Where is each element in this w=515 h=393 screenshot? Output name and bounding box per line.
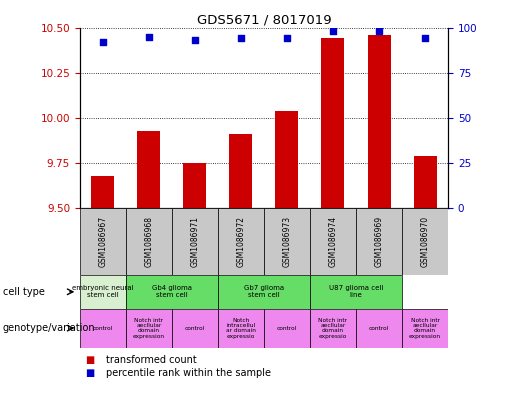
Bar <box>126 275 218 309</box>
Bar <box>80 309 126 348</box>
Bar <box>310 208 356 275</box>
Text: Gb4 glioma
stem cell: Gb4 glioma stem cell <box>152 285 192 298</box>
Text: control: control <box>93 326 113 331</box>
Title: GDS5671 / 8017019: GDS5671 / 8017019 <box>197 13 331 26</box>
Text: ■: ■ <box>85 354 94 365</box>
Text: transformed count: transformed count <box>106 354 196 365</box>
Point <box>329 28 337 34</box>
Point <box>237 35 245 42</box>
Text: percentile rank within the sample: percentile rank within the sample <box>106 368 270 378</box>
Point <box>283 35 291 42</box>
Text: ■: ■ <box>85 368 94 378</box>
Bar <box>264 208 310 275</box>
Bar <box>276 111 299 208</box>
Text: GSM1086967: GSM1086967 <box>98 216 107 267</box>
Text: GSM1086972: GSM1086972 <box>236 216 246 267</box>
Bar <box>218 275 310 309</box>
Bar <box>310 309 356 348</box>
Text: Notch intr
aecllular
domain
expressio: Notch intr aecllular domain expressio <box>318 318 348 339</box>
Bar <box>80 208 126 275</box>
Bar <box>172 208 218 275</box>
Text: control: control <box>277 326 297 331</box>
Bar <box>91 176 114 208</box>
Bar <box>356 208 402 275</box>
Text: GSM1086970: GSM1086970 <box>421 216 430 267</box>
Point <box>191 37 199 43</box>
Bar <box>183 163 207 208</box>
Bar <box>368 35 390 208</box>
Text: Notch
intracellul
ar domain
expressio: Notch intracellul ar domain expressio <box>226 318 256 339</box>
Bar <box>126 309 172 348</box>
Text: genotype/variation: genotype/variation <box>3 323 95 333</box>
Point <box>375 28 383 34</box>
Bar <box>138 130 160 208</box>
Text: GSM1086968: GSM1086968 <box>144 216 153 267</box>
Bar <box>356 309 402 348</box>
Bar <box>402 208 448 275</box>
Bar <box>172 309 218 348</box>
Text: embryonic neural
stem cell: embryonic neural stem cell <box>72 285 134 298</box>
Bar <box>402 309 448 348</box>
Text: cell type: cell type <box>3 287 44 297</box>
Bar <box>229 134 252 208</box>
Text: GSM1086974: GSM1086974 <box>329 216 337 267</box>
Text: Notch intr
aecllular
domain
expression: Notch intr aecllular domain expression <box>133 318 165 339</box>
Text: Gb7 glioma
stem cell: Gb7 glioma stem cell <box>244 285 284 298</box>
Bar <box>218 309 264 348</box>
Bar <box>264 309 310 348</box>
Bar <box>218 208 264 275</box>
Text: Notch intr
aecllular
domain
expression: Notch intr aecllular domain expression <box>409 318 441 339</box>
Bar <box>80 275 126 309</box>
Text: GSM1086973: GSM1086973 <box>282 216 291 267</box>
Bar <box>414 156 437 208</box>
Text: GSM1086969: GSM1086969 <box>374 216 384 267</box>
Text: control: control <box>185 326 205 331</box>
Point <box>421 35 429 42</box>
Bar <box>321 39 345 208</box>
Text: U87 glioma cell
line: U87 glioma cell line <box>329 285 383 298</box>
Bar <box>126 208 172 275</box>
Text: GSM1086971: GSM1086971 <box>191 216 199 267</box>
Point <box>145 33 153 40</box>
Point <box>99 39 107 45</box>
Text: control: control <box>369 326 389 331</box>
Bar <box>310 275 402 309</box>
